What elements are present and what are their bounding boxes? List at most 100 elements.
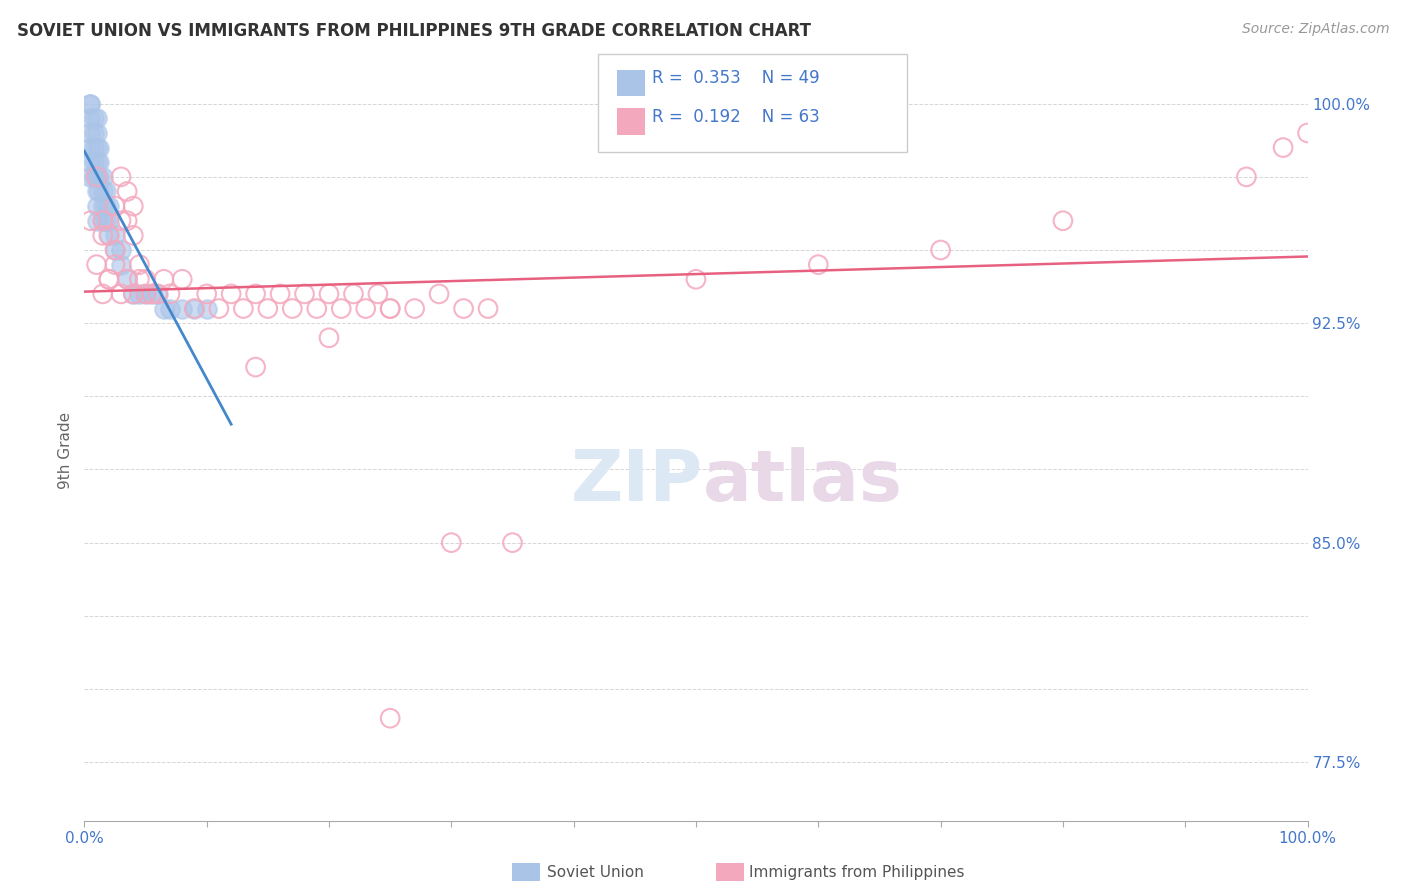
Point <box>354 301 377 316</box>
Point <box>104 258 127 272</box>
Point <box>128 258 150 272</box>
Point <box>96 213 118 227</box>
Point <box>477 301 499 316</box>
Point <box>807 258 830 272</box>
Point <box>91 213 114 227</box>
Point <box>1296 126 1319 140</box>
Point <box>128 272 150 286</box>
Point <box>83 112 105 126</box>
Point <box>86 258 108 272</box>
Point <box>1236 169 1258 184</box>
Point <box>87 140 110 154</box>
Point <box>135 286 157 301</box>
Point <box>195 301 218 316</box>
Point <box>97 228 120 243</box>
Point <box>79 112 101 126</box>
Point <box>122 286 145 301</box>
Point <box>281 301 304 316</box>
Point <box>269 286 291 301</box>
Point <box>172 272 194 286</box>
Point <box>159 301 181 316</box>
Point <box>318 331 340 345</box>
Point <box>97 228 120 243</box>
Point <box>502 535 524 549</box>
Point <box>208 301 231 316</box>
Point <box>146 286 169 301</box>
Point <box>79 96 101 111</box>
Point <box>219 286 242 301</box>
Point <box>86 140 108 154</box>
Point <box>195 286 218 301</box>
Point <box>91 185 114 199</box>
Point <box>146 286 169 301</box>
Point <box>153 272 176 286</box>
Point <box>153 301 176 316</box>
Point <box>110 243 132 257</box>
Point <box>245 286 267 301</box>
Point <box>440 535 463 549</box>
Text: SOVIET UNION VS IMMIGRANTS FROM PHILIPPINES 9TH GRADE CORRELATION CHART: SOVIET UNION VS IMMIGRANTS FROM PHILIPPI… <box>17 22 811 40</box>
Point <box>83 140 105 154</box>
Point <box>86 169 108 184</box>
Point <box>97 199 120 213</box>
Point <box>929 243 952 257</box>
Point <box>86 112 108 126</box>
Point <box>380 301 402 316</box>
Point <box>83 155 105 169</box>
Point <box>110 169 132 184</box>
Point <box>172 301 194 316</box>
Point <box>1052 213 1074 227</box>
Y-axis label: 9th Grade: 9th Grade <box>58 412 73 489</box>
Point <box>330 301 353 316</box>
Point <box>97 272 120 286</box>
Point <box>86 199 108 213</box>
Point <box>87 155 110 169</box>
Point <box>342 286 364 301</box>
Text: R =  0.192    N = 63: R = 0.192 N = 63 <box>652 108 820 126</box>
Point <box>122 199 145 213</box>
Point <box>427 286 450 301</box>
Point <box>86 155 108 169</box>
Point <box>96 185 118 199</box>
Point <box>97 213 120 227</box>
Point <box>86 213 108 227</box>
Point <box>79 96 101 111</box>
Point <box>685 272 707 286</box>
Point <box>79 155 101 169</box>
Point <box>245 360 267 375</box>
Point <box>86 169 108 184</box>
Point <box>91 228 114 243</box>
Point <box>104 228 127 243</box>
Text: Immigrants from Philippines: Immigrants from Philippines <box>749 865 965 880</box>
Text: Source: ZipAtlas.com: Source: ZipAtlas.com <box>1241 22 1389 37</box>
Point <box>183 301 205 316</box>
Point <box>104 243 127 257</box>
Point <box>141 286 163 301</box>
Point <box>79 169 101 184</box>
Point <box>104 243 127 257</box>
Point <box>79 213 101 227</box>
Point <box>97 272 120 286</box>
Point <box>122 286 145 301</box>
Point <box>110 286 132 301</box>
Point <box>96 199 118 213</box>
Point <box>1272 140 1295 154</box>
Point <box>128 286 150 301</box>
Point <box>294 286 316 301</box>
Text: Soviet Union: Soviet Union <box>547 865 644 880</box>
Point <box>135 272 157 286</box>
Point <box>257 301 280 316</box>
Point <box>380 711 402 725</box>
Point <box>115 185 138 199</box>
Point <box>91 286 114 301</box>
Point <box>115 272 138 286</box>
Point <box>91 199 114 213</box>
Point <box>183 301 205 316</box>
Point <box>159 286 181 301</box>
Point <box>318 286 340 301</box>
Point <box>83 169 105 184</box>
Point <box>305 301 328 316</box>
Point <box>141 286 163 301</box>
Point <box>404 301 426 316</box>
Point <box>367 286 389 301</box>
